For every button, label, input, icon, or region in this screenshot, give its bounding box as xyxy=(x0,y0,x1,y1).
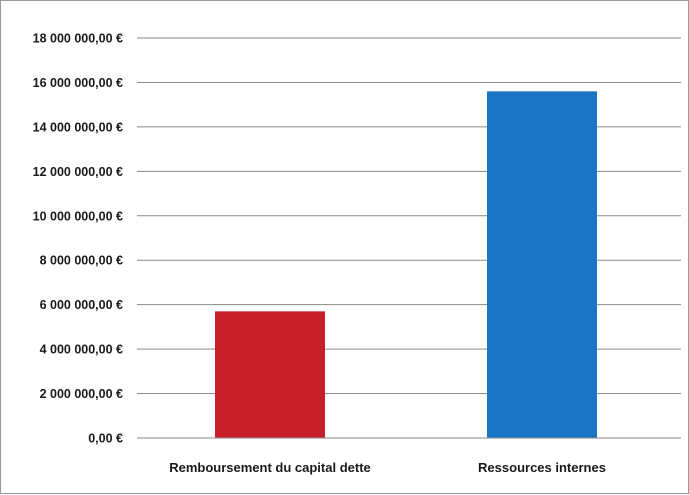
y-tick-label: 12 000 000,00 € xyxy=(33,165,123,179)
y-tick-label: 8 000 000,00 € xyxy=(40,254,123,268)
x-category-label: Remboursement du capital dette xyxy=(169,460,371,475)
bar-ressources-internes xyxy=(487,91,597,438)
bars xyxy=(215,91,597,438)
x-axis-categories: Remboursement du capital dette Ressources… xyxy=(169,460,606,475)
y-tick-label: 4 000 000,00 € xyxy=(40,343,123,357)
y-tick-label: 16 000 000,00 € xyxy=(33,76,123,90)
x-category-label: Ressources internes xyxy=(478,460,606,475)
y-axis-ticks: 0,00 € 2 000 000,00 € 4 000 000,00 € 6 000 … xyxy=(33,32,123,446)
bar-remboursement-capital-dette xyxy=(215,311,325,438)
y-tick-label: 6 000 000,00 € xyxy=(40,298,123,312)
y-tick-label: 18 000 000,00 € xyxy=(33,32,123,46)
y-tick-label: 14 000 000,00 € xyxy=(33,120,123,134)
y-tick-label: 2 000 000,00 € xyxy=(40,387,123,401)
y-tick-label: 10 000 000,00 € xyxy=(33,209,123,223)
y-tick-label: 0,00 € xyxy=(88,432,123,446)
